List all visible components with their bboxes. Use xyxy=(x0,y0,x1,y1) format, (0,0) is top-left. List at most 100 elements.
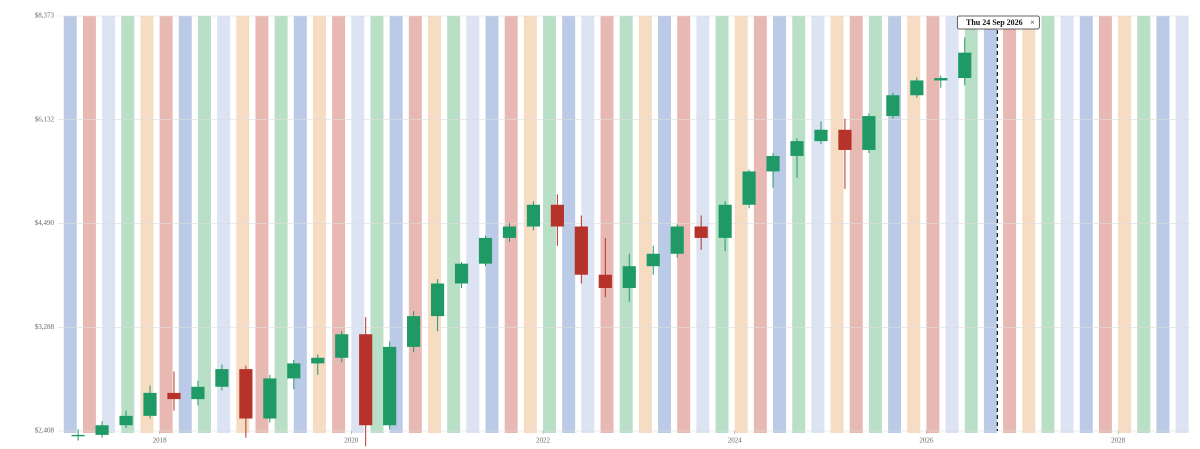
band xyxy=(1060,16,1074,433)
band xyxy=(964,16,978,433)
candle-body xyxy=(838,129,852,150)
band xyxy=(1118,16,1132,433)
band xyxy=(140,16,154,433)
band xyxy=(466,16,480,433)
candle-body xyxy=(215,369,229,387)
band xyxy=(159,16,173,433)
band xyxy=(753,16,767,433)
x-tick-label: 2024 xyxy=(728,437,743,445)
candle-body xyxy=(430,283,445,317)
band xyxy=(121,16,135,433)
candle-body xyxy=(766,155,780,172)
band xyxy=(1041,16,1055,433)
band xyxy=(696,16,710,433)
band xyxy=(658,16,672,433)
band xyxy=(178,16,192,433)
band xyxy=(408,16,422,433)
band xyxy=(1098,16,1112,433)
band xyxy=(370,16,384,433)
band xyxy=(82,16,96,433)
band xyxy=(677,16,691,433)
x-tick-label: 2026 xyxy=(919,437,934,445)
candle-body xyxy=(454,263,469,284)
candle-body xyxy=(742,171,756,205)
band xyxy=(332,16,346,433)
candle-body xyxy=(550,204,564,227)
band xyxy=(619,16,633,433)
band xyxy=(638,16,652,433)
band xyxy=(485,16,499,433)
x-tick-label: 2020 xyxy=(344,437,359,445)
candle-body xyxy=(718,204,732,238)
band xyxy=(504,16,518,433)
candle-body xyxy=(814,129,828,142)
band xyxy=(447,16,461,433)
crosshair-label: Thu 24 Sep 2026 xyxy=(966,18,1023,27)
band xyxy=(562,16,576,433)
candle-body xyxy=(574,226,588,275)
band xyxy=(1175,16,1189,433)
candle-body xyxy=(886,95,900,117)
candle-body xyxy=(263,378,277,419)
band xyxy=(830,16,844,433)
band xyxy=(1022,16,1036,433)
band xyxy=(217,16,231,433)
band xyxy=(926,16,940,433)
band xyxy=(1156,16,1170,433)
labels: $2,408 $3,288 $4,490 $6,132 $8,373 2018 2020 20… xyxy=(35,12,1126,445)
band xyxy=(389,16,403,433)
candle-body xyxy=(694,226,708,238)
band xyxy=(811,16,825,433)
band xyxy=(581,16,595,433)
band xyxy=(236,16,250,433)
band xyxy=(274,16,288,433)
close-button[interactable]: × xyxy=(1030,18,1035,27)
y-tick-label: $4,490 xyxy=(35,219,55,227)
band xyxy=(849,16,863,433)
candle-body xyxy=(143,392,157,416)
candle-body xyxy=(191,386,205,400)
band xyxy=(293,16,307,433)
band xyxy=(102,16,116,433)
band xyxy=(945,16,959,433)
candle-body xyxy=(478,237,493,264)
candle-body xyxy=(622,266,636,288)
y-tick-label: $6,132 xyxy=(35,115,55,123)
y-tick-label: $8,373 xyxy=(35,12,55,20)
x-tick-label: 2022 xyxy=(536,437,551,445)
x-tick-label: 2028 xyxy=(1111,437,1126,445)
candle-body xyxy=(502,226,517,238)
band xyxy=(888,16,902,433)
band xyxy=(907,16,921,433)
candle-body xyxy=(670,226,684,254)
candle-body xyxy=(335,334,349,358)
candle-body xyxy=(167,392,181,400)
band xyxy=(351,16,365,433)
candle-body xyxy=(71,434,85,437)
band xyxy=(868,16,882,433)
candles xyxy=(71,37,972,447)
crosshair-tooltip xyxy=(956,15,1040,30)
band xyxy=(1079,16,1093,433)
band xyxy=(600,16,614,433)
candle-body xyxy=(598,274,612,288)
y-tick-label: $3,288 xyxy=(35,323,55,331)
candle-body xyxy=(95,425,109,435)
band xyxy=(1003,16,1017,433)
candle-body xyxy=(311,357,325,364)
band xyxy=(734,16,748,433)
candle-body xyxy=(526,204,541,227)
candle-body xyxy=(934,78,948,81)
band xyxy=(773,16,787,433)
candle-body xyxy=(287,363,301,379)
band xyxy=(63,16,77,433)
candle-body xyxy=(862,116,876,150)
band xyxy=(983,16,997,433)
candle-body xyxy=(910,80,924,96)
candle-body xyxy=(646,253,660,267)
band xyxy=(1137,16,1151,433)
band xyxy=(792,16,806,433)
x-tick-label: 2018 xyxy=(153,437,168,445)
